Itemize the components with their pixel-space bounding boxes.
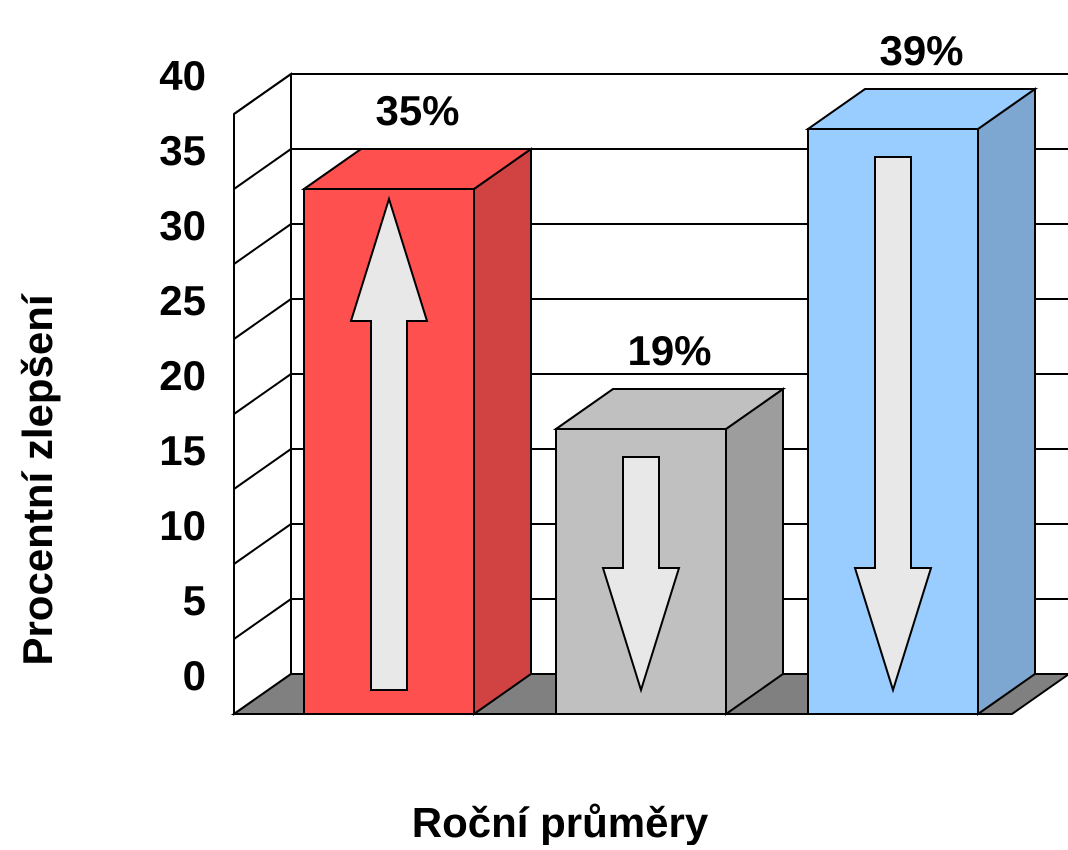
gridline-depth	[233, 523, 292, 565]
arrow-down-icon	[853, 156, 933, 694]
gridline-depth	[233, 223, 292, 265]
data-label: 35%	[375, 87, 459, 134]
bar-side	[725, 387, 784, 716]
arrow-down-icon	[601, 456, 681, 694]
x-axis-title: Roční průměry	[412, 799, 709, 845]
y-tick-label: 15	[159, 427, 206, 474]
y-tick-label: 10	[159, 502, 206, 549]
y-tick-label: 20	[159, 352, 206, 399]
gridline-depth	[233, 598, 292, 640]
gridline-depth	[233, 148, 292, 190]
bar-side	[473, 147, 532, 716]
y-tick-labels: 0 5 10 15 20 25 30 35 40	[159, 52, 206, 699]
y-tick-label: 30	[159, 202, 206, 249]
gridline-depth	[233, 373, 292, 415]
data-labels: 35% 19% 39%	[375, 27, 963, 374]
y-tick-label: 25	[159, 277, 206, 324]
y-axis-title: Procentní zlepšení	[14, 293, 61, 665]
gridline-depth	[233, 448, 292, 490]
bar-side	[977, 87, 1036, 716]
y-tick-label: 0	[183, 652, 206, 699]
y-tick-label: 40	[159, 52, 206, 99]
data-label: 19%	[627, 327, 711, 374]
bar	[552, 387, 787, 716]
y-tick-label: 35	[159, 127, 206, 174]
bar	[804, 87, 1039, 716]
gridline-depth	[233, 73, 292, 115]
y-tick-label: 5	[183, 577, 206, 624]
gridline-depth	[233, 298, 292, 340]
bars-group	[300, 87, 1039, 716]
bar	[300, 147, 535, 716]
data-label: 39%	[879, 27, 963, 74]
arrow-up-icon	[349, 195, 429, 691]
